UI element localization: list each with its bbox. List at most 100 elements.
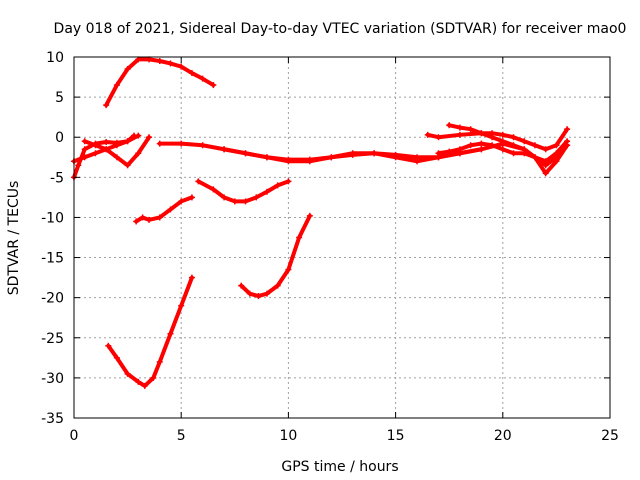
- data-point: [178, 140, 185, 147]
- data-point: [521, 138, 528, 145]
- data-point: [467, 126, 474, 133]
- data-point: [156, 358, 163, 365]
- data-point: [150, 374, 157, 381]
- data-point: [296, 234, 303, 241]
- data-point: [499, 138, 506, 145]
- data-series: [446, 122, 571, 177]
- data-point: [456, 131, 463, 138]
- y-tick-label: -35: [41, 411, 64, 427]
- data-point: [553, 142, 560, 149]
- axis-ticks: 0 5 10 15 20 25 -35 -30 -25 -20 -15 -10 -5 0 5 10: [41, 50, 619, 444]
- data-point: [103, 102, 110, 109]
- data-point: [414, 158, 421, 165]
- data-point: [371, 150, 378, 157]
- data-point: [253, 194, 260, 201]
- data-point: [92, 142, 99, 149]
- data-marks: [71, 56, 571, 389]
- data-point: [328, 154, 335, 161]
- data-series: [81, 134, 153, 169]
- data-point: [210, 186, 217, 193]
- data-point: [221, 146, 228, 153]
- data-point: [242, 150, 249, 157]
- data-point: [167, 330, 174, 337]
- data-point: [499, 146, 506, 153]
- data-point: [456, 146, 463, 153]
- data-point: [81, 146, 88, 153]
- data-point: [195, 178, 202, 185]
- data-point: [446, 122, 453, 129]
- data-point: [81, 138, 88, 145]
- data-point: [521, 150, 528, 157]
- data-point: [178, 302, 185, 309]
- data-point: [510, 134, 517, 141]
- data-point: [146, 134, 153, 141]
- data-point: [542, 170, 549, 177]
- data-point: [188, 194, 195, 201]
- data-point: [231, 198, 238, 205]
- y-tick-label: -30: [41, 371, 64, 387]
- data-point: [531, 142, 538, 149]
- data-point: [553, 150, 560, 157]
- grid-lines: [74, 57, 610, 418]
- data-point: [542, 158, 549, 165]
- data-point: [435, 134, 442, 141]
- data-point: [167, 206, 174, 213]
- x-tick-label: 0: [70, 428, 79, 444]
- x-axis-label: GPS time / hours: [281, 459, 398, 475]
- data-point: [553, 158, 560, 165]
- data-point: [113, 354, 120, 361]
- data-point: [113, 142, 120, 149]
- data-point: [246, 290, 253, 297]
- data-point: [349, 150, 356, 157]
- data-point: [178, 198, 185, 205]
- data-point: [113, 154, 120, 161]
- y-tick-label: -15: [41, 251, 64, 267]
- data-point: [238, 282, 245, 289]
- data-series: [105, 274, 195, 389]
- data-point: [456, 124, 463, 131]
- data-point: [435, 150, 442, 157]
- data-point: [105, 342, 112, 349]
- data-point: [478, 130, 485, 137]
- data-point: [564, 138, 571, 145]
- data-series: [424, 126, 571, 153]
- data-point: [156, 214, 163, 221]
- data-point: [188, 70, 195, 77]
- data-point: [221, 194, 228, 201]
- data-point: [139, 214, 146, 221]
- data-point: [199, 142, 206, 149]
- data-point: [133, 218, 140, 225]
- data-point: [499, 131, 506, 138]
- data-point: [135, 150, 142, 157]
- data-point: [75, 162, 82, 169]
- data-point: [103, 146, 110, 153]
- plot-frame: [73, 56, 611, 419]
- data-point: [510, 142, 517, 149]
- data-point: [531, 154, 538, 161]
- data-point: [103, 139, 110, 146]
- data-point: [124, 138, 131, 145]
- y-axis-label: SDTVAR / TECUs: [6, 181, 22, 296]
- data-series: [103, 56, 217, 109]
- data-point: [306, 212, 313, 219]
- data-point: [285, 266, 292, 273]
- y-tick-label: -20: [41, 291, 64, 307]
- y-tick-label: 0: [55, 130, 64, 146]
- x-tick-label: 15: [387, 428, 405, 444]
- data-point: [146, 216, 153, 223]
- data-point: [113, 82, 120, 89]
- y-tick-label: -25: [41, 331, 64, 347]
- y-tick-label: -10: [41, 210, 64, 226]
- y-tick-label: -5: [50, 170, 64, 186]
- data-point: [124, 66, 131, 73]
- data-point: [274, 182, 281, 189]
- data-series: [195, 178, 292, 205]
- y-tick-label: 5: [55, 90, 64, 106]
- data-point: [188, 274, 195, 281]
- data-point: [263, 188, 270, 195]
- x-tick-label: 25: [601, 428, 619, 444]
- data-point: [263, 290, 270, 297]
- data-point: [489, 142, 496, 149]
